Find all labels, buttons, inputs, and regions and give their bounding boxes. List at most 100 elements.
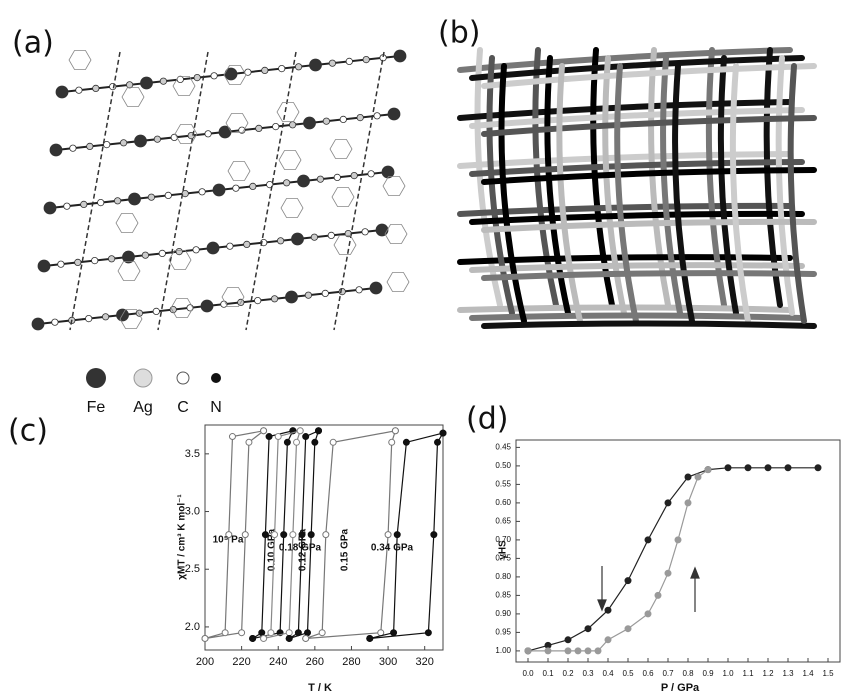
series-annotation: 0.12 GPa	[298, 528, 309, 571]
atom	[75, 86, 83, 94]
atom	[158, 249, 166, 257]
data-point	[283, 438, 291, 446]
chart: 0.0 0.1 0.2 0.3 0.4 0.5 0.6 0.7 0.8 0.9 1.0 1.1 1.2 1…	[495, 439, 841, 693]
x-tick-label: 280	[342, 656, 360, 668]
bond-row	[481, 63, 817, 89]
data-point	[267, 629, 275, 637]
data-point	[271, 531, 279, 539]
data-point	[293, 438, 301, 446]
legend-label: C	[177, 399, 189, 416]
data-point	[311, 438, 319, 446]
atom	[126, 81, 134, 89]
atom	[232, 184, 240, 192]
bond-col	[729, 63, 751, 324]
atom	[339, 115, 347, 124]
data-point	[664, 499, 672, 507]
y-tick-label: 0.75	[495, 554, 511, 563]
atom	[210, 72, 218, 80]
x-tick-label: 0.1	[542, 669, 554, 678]
atom	[43, 201, 57, 215]
atom	[345, 57, 353, 66]
bond-row	[481, 320, 817, 329]
x-tick-label: 1.0	[722, 669, 734, 678]
phenyl-ring	[329, 139, 353, 159]
bond-col	[787, 63, 807, 324]
data-point	[285, 629, 293, 637]
atom	[141, 251, 149, 259]
atom	[393, 49, 407, 63]
bond-row	[481, 218, 817, 233]
x-tick-label: 0.0	[522, 669, 534, 678]
atom	[198, 188, 206, 196]
y-tick-label: 3.5	[185, 448, 200, 460]
y-tick-label: 2.5	[185, 563, 200, 575]
atom	[37, 259, 51, 273]
data-point	[265, 433, 273, 441]
data-point	[329, 438, 337, 446]
data-point	[274, 433, 282, 441]
y-tick-label: 3.0	[185, 505, 200, 517]
data-point	[280, 531, 288, 539]
bond-row	[481, 115, 817, 137]
bond-row	[469, 55, 805, 81]
data-point	[289, 531, 297, 539]
atom	[120, 139, 128, 147]
atom	[31, 317, 45, 331]
x-tick-label: 0.5	[622, 669, 634, 678]
data-point	[424, 629, 432, 637]
x-tick-label: 1.5	[822, 669, 834, 678]
data-point	[241, 531, 249, 539]
atom	[254, 296, 262, 305]
data-point	[298, 531, 306, 539]
atom	[226, 242, 234, 250]
x-tick-label: 1.1	[742, 669, 754, 678]
data-point	[430, 531, 438, 539]
data-point	[402, 438, 410, 446]
phenyl-ring	[68, 50, 92, 70]
data-point	[258, 629, 266, 637]
atom	[49, 143, 63, 157]
atom	[86, 142, 94, 150]
data-point	[307, 531, 315, 539]
atom	[282, 179, 291, 187]
atom	[114, 197, 122, 205]
data-point	[294, 629, 302, 637]
phenyl-ring	[331, 187, 355, 207]
plot-frame	[515, 439, 841, 663]
data-point	[260, 427, 268, 435]
structure-a	[31, 49, 410, 331]
y-tick-label: 0.65	[495, 517, 511, 526]
data-point	[201, 634, 209, 642]
phenyl-ring	[168, 250, 192, 270]
atom	[153, 135, 161, 143]
data-point	[302, 433, 310, 441]
atom	[57, 260, 65, 268]
atom	[51, 318, 59, 326]
phenyl-ring	[170, 298, 194, 318]
atom	[310, 233, 318, 241]
phenyl-ring	[227, 161, 251, 181]
phenyl-ring	[386, 272, 410, 292]
bond-col	[486, 55, 515, 316]
atom	[140, 76, 153, 90]
panel-label: (b)	[438, 16, 480, 51]
atom-legend: Fe Ag C N	[86, 368, 222, 416]
x-axis-label: T / K	[308, 682, 332, 693]
atom	[102, 313, 110, 321]
data-point	[574, 647, 582, 655]
atom	[249, 182, 257, 190]
phenyl-ring	[280, 198, 304, 218]
data-point	[564, 647, 572, 655]
atom	[328, 59, 336, 67]
atom	[80, 200, 88, 208]
phenyl-ring	[221, 287, 245, 307]
data-point	[604, 606, 612, 614]
legend-ag	[133, 368, 153, 388]
atom	[243, 240, 251, 248]
atom	[193, 74, 201, 82]
data-point	[225, 531, 233, 539]
atom	[294, 63, 303, 71]
phenyl-ring	[384, 224, 408, 244]
bond-row	[469, 210, 805, 225]
